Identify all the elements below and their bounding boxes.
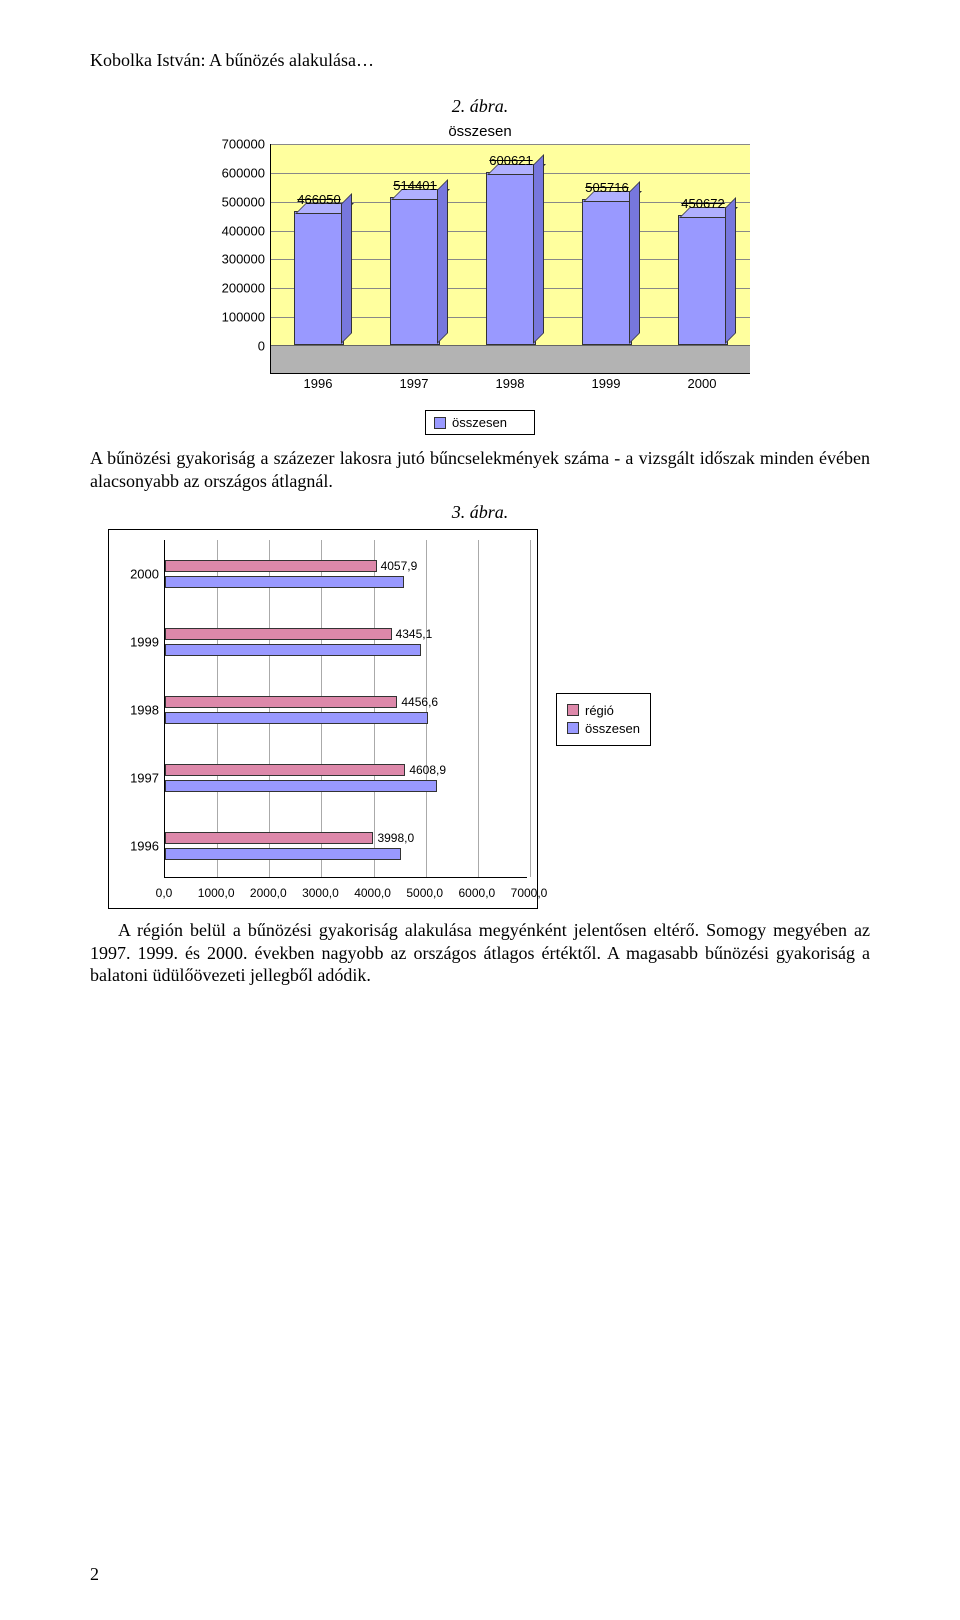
chart-1-legend-label: összesen	[452, 415, 507, 430]
chart-1-xtick: 1999	[576, 376, 636, 391]
chart-1-ytick: 500000	[200, 194, 265, 209]
paragraph-1: A bűnözési gyakoriság a százezer lakosra…	[90, 447, 870, 492]
chart-1-bar	[294, 211, 344, 345]
chart-1-bar-label: 450672	[663, 196, 743, 211]
chart-2-xtick: 3000,0	[302, 886, 339, 900]
chart-2-value-label: 3998,0	[377, 831, 414, 845]
chart-1-bar	[678, 215, 728, 345]
chart-2-xtick: 2000,0	[250, 886, 287, 900]
chart-2-xtick: 1000,0	[198, 886, 235, 900]
chart-2-bar-osszesen	[165, 848, 401, 860]
legend-swatch-icon	[567, 704, 579, 716]
chart-2-xtick: 0,0	[156, 886, 173, 900]
figure-2-caption: 2. ábra.	[90, 96, 870, 117]
chart-2-bar-osszesen	[165, 576, 404, 588]
legend-swatch-icon	[434, 417, 446, 429]
chart-2-xtick: 6000,0	[458, 886, 495, 900]
legend-label-regio: régió	[585, 703, 614, 718]
chart-2-xtick: 5000,0	[406, 886, 443, 900]
chart-2-bar-osszesen	[165, 712, 428, 724]
legend-label-osszesen: összesen	[585, 721, 640, 736]
chart-2-ycat: 1996	[119, 839, 159, 854]
chart-1-xtick: 2000	[672, 376, 732, 391]
running-header: Kobolka István: A bűnözés alakulása…	[90, 50, 870, 71]
chart-1-bar	[582, 199, 632, 345]
chart-1-bar-label: 466050	[279, 192, 359, 207]
chart-2-legend: régió összesen	[556, 693, 651, 746]
chart-2-ycat: 2000	[119, 567, 159, 582]
chart-2-bar-osszesen	[165, 644, 421, 656]
chart-1-ytick: 700000	[200, 137, 265, 152]
chart-1-ytick: 300000	[200, 252, 265, 267]
chart-2-bar-regio	[165, 696, 397, 708]
page-number: 2	[90, 1564, 99, 1585]
chart-2-value-label: 4608,9	[409, 763, 446, 777]
paragraph-2: A régión belül a bűnözési gyakoriság ala…	[90, 919, 870, 987]
figure-3-caption: 3. ábra.	[90, 502, 870, 523]
chart-1-bar-label: 505716	[567, 180, 647, 195]
chart-1-title: összesen	[200, 123, 760, 140]
chart-1-ytick: 400000	[200, 223, 265, 238]
chart-1-legend: összesen	[425, 410, 535, 435]
chart-2-ycat: 1998	[119, 703, 159, 718]
chart-1-bar-label: 514401	[375, 178, 455, 193]
chart-1-bar	[486, 172, 536, 345]
chart-1-bar-label: 600621	[471, 153, 551, 168]
chart-2-bar-regio	[165, 560, 377, 572]
chart-1-xtick: 1998	[480, 376, 540, 391]
chart-1-ytick: 100000	[200, 310, 265, 325]
chart-1-ytick: 200000	[200, 281, 265, 296]
chart-2-bar-regio	[165, 764, 405, 776]
chart-1-bar	[390, 197, 440, 345]
chart-1: összesen 466050 514401 600621 505716 450672 0…	[200, 123, 760, 435]
chart-1-ytick: 600000	[200, 165, 265, 180]
chart-2: 4057,9 4345,1 4456,6 4608,9 3998,0 0,0 1000,0 2…	[108, 529, 538, 909]
legend-swatch-icon	[567, 722, 579, 734]
chart-2-xtick: 7000,0	[511, 886, 548, 900]
chart-2-value-label: 4456,6	[401, 695, 438, 709]
chart-2-ycat: 1997	[119, 771, 159, 786]
chart-1-xtick: 1996	[288, 376, 348, 391]
chart-1-xtick: 1997	[384, 376, 444, 391]
chart-2-value-label: 4345,1	[396, 627, 433, 641]
chart-2-ycat: 1999	[119, 635, 159, 650]
chart-2-xtick: 4000,0	[354, 886, 391, 900]
chart-1-ytick: 0	[200, 339, 265, 354]
chart-2-bar-regio	[165, 832, 373, 844]
chart-2-bar-regio	[165, 628, 392, 640]
chart-2-value-label: 4057,9	[381, 559, 418, 573]
chart-2-bar-osszesen	[165, 780, 437, 792]
